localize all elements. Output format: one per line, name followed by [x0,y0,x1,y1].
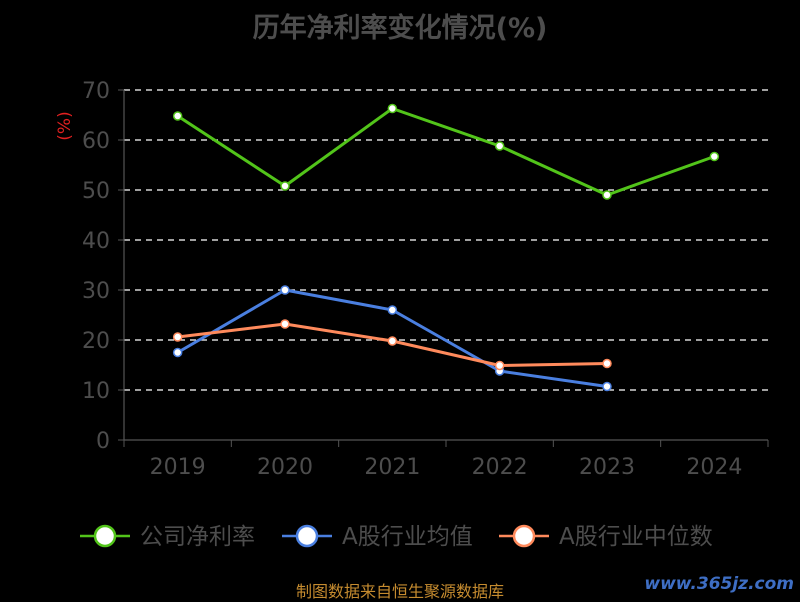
legend-label: 公司净利率 [140,524,255,550]
legend-marker [93,524,117,548]
data-point [602,358,612,369]
data-point [709,151,720,162]
data-point [494,360,505,371]
series-lines [172,103,720,392]
chart-title: 历年净利率变化情况(%) [252,13,548,44]
data-point [172,332,183,342]
legend-label: A股行业中位数 [559,524,713,550]
y-tick-label: 40 [82,229,110,254]
x-tick-label: 2020 [257,455,313,480]
x-tick-label: 2022 [472,455,528,480]
y-tick-label: 10 [82,379,110,404]
legend: 公司净利率 A股行业均值 A股行业中位数 [80,524,713,550]
legend-marker [295,524,319,548]
data-point [387,103,398,114]
data-point [387,305,398,315]
y-tick-label: 20 [82,329,110,354]
data-point [602,381,612,392]
x-tick-label: 2024 [686,455,742,480]
y-tick-label: 30 [82,279,110,304]
data-point [172,347,183,358]
watermark: www.365jz.com [644,574,794,594]
y-tick-label: 70 [82,79,110,104]
data-point [494,141,505,151]
series-line [176,107,715,197]
data-source-note: 制图数据来自恒生聚源数据库 [295,582,504,601]
y-tick-label: 60 [82,129,110,154]
x-tick-label: 2023 [579,455,635,480]
data-point [280,319,290,329]
axes: 0 10 20 30 40 50 60 70 2019 2020 2021 2022 2023 2024 (… [55,79,769,480]
data-point [387,336,398,346]
data-point [172,111,183,121]
x-tick-label: 2021 [364,455,420,480]
x-tick-label: 2019 [150,455,206,480]
y-tick-label: 50 [82,179,110,204]
data-point [280,285,290,295]
data-point [602,190,612,200]
legend-marker [512,524,536,548]
y-tick-label: 0 [96,429,110,454]
y-axis-label: (%) [55,111,75,140]
gridlines [124,89,768,391]
legend-label: A股行业均值 [342,524,473,550]
data-point [280,181,290,191]
